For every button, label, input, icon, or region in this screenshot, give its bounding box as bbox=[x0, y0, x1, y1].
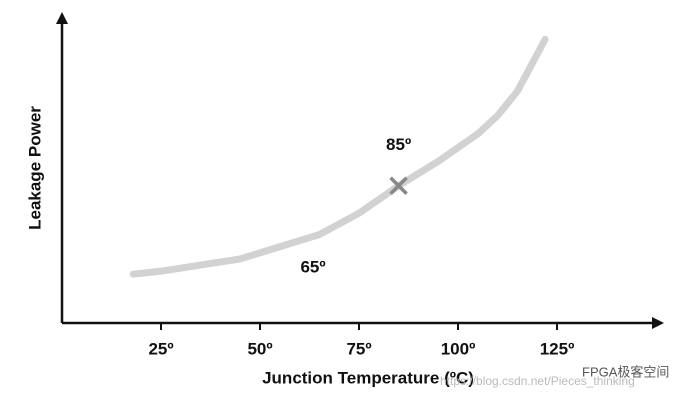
x-axis-arrow bbox=[652, 317, 664, 329]
annotation: 85º bbox=[386, 135, 411, 154]
annotation: 65º bbox=[300, 257, 325, 276]
x-tick-label: 100º bbox=[441, 339, 476, 358]
y-axis-arrow bbox=[56, 12, 68, 24]
marker-stroke bbox=[389, 176, 408, 195]
x-axis-label: Junction Temperature (ºC) bbox=[262, 368, 474, 387]
watermark-url: https://blog.csdn.net/Pieces_thinking bbox=[440, 374, 635, 388]
watermark: FPGA极客空间 bbox=[582, 364, 669, 379]
marker bbox=[389, 176, 408, 195]
y-axis-label: Leakage Power bbox=[25, 106, 44, 230]
x-tick-label: 75º bbox=[346, 339, 371, 358]
x-tick-label: 50º bbox=[247, 339, 272, 358]
curve bbox=[129, 35, 549, 278]
x-tick-label: 125º bbox=[540, 339, 575, 358]
x-tick-label: 25º bbox=[148, 339, 173, 358]
